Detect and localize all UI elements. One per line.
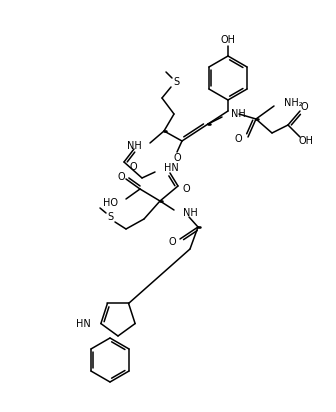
- Text: O: O: [234, 134, 242, 144]
- Text: NH₂: NH₂: [284, 98, 303, 108]
- Text: NH: NH: [183, 208, 198, 218]
- Text: OH: OH: [220, 35, 236, 45]
- Text: O: O: [168, 237, 176, 247]
- Text: OH: OH: [298, 136, 313, 146]
- Text: HN: HN: [164, 163, 179, 173]
- Text: O: O: [182, 184, 190, 194]
- Text: O: O: [129, 162, 137, 172]
- Text: NH: NH: [127, 141, 142, 151]
- Text: S: S: [107, 212, 113, 222]
- Text: HN: HN: [76, 318, 91, 328]
- Text: NH: NH: [231, 109, 246, 119]
- Text: O: O: [173, 153, 181, 163]
- Text: HO: HO: [103, 198, 118, 208]
- Text: S: S: [173, 77, 179, 87]
- Text: O: O: [300, 102, 308, 112]
- Text: O: O: [117, 172, 125, 182]
